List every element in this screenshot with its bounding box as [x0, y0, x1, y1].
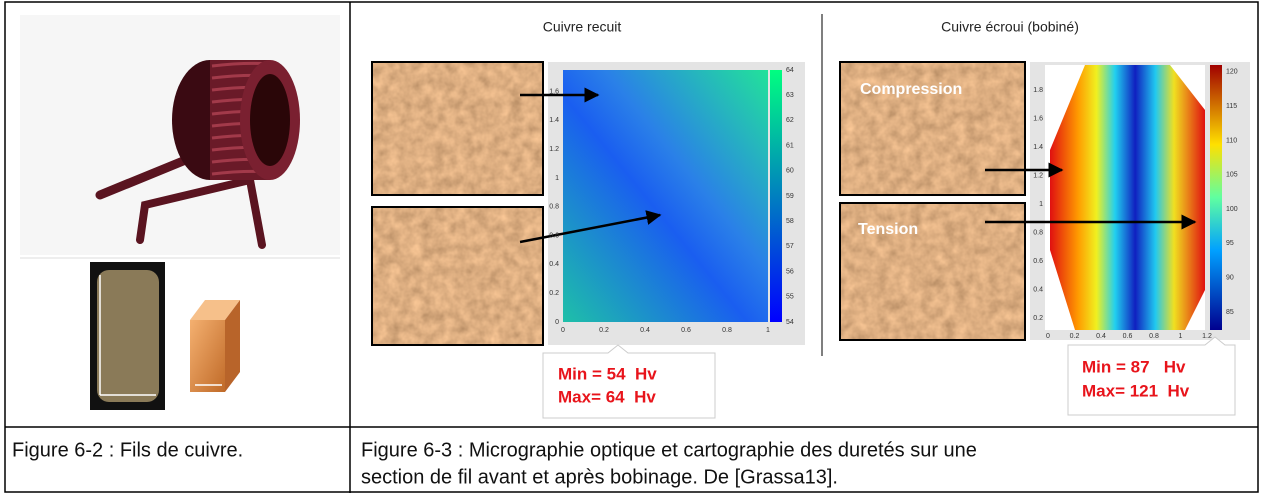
y-tick-label: 1: [1039, 201, 1043, 208]
y-tick-label: 1.2: [549, 146, 559, 153]
y-tick-label: 1.6: [549, 88, 559, 95]
coil-photo: [20, 15, 340, 255]
x-tick-label: 0.2: [1070, 333, 1080, 340]
colorbar-tick-label: 64: [786, 67, 794, 74]
y-tick-label: 0: [555, 319, 559, 326]
wire-block: [190, 300, 240, 392]
x-tick-label: 0.8: [1149, 333, 1159, 340]
colorbar-tick-label: 56: [786, 268, 794, 275]
colorbar-tick-label: 110: [1226, 137, 1237, 144]
max-label: Max= 64 Hv: [558, 387, 656, 406]
colorbar-tick-label: 58: [786, 218, 794, 225]
caption: Figure 6-2 : Fils de cuivre.: [12, 439, 243, 461]
hardness-map: [563, 70, 768, 322]
x-tick-label: 1.2: [1202, 333, 1212, 340]
micrograph: [839, 202, 1026, 341]
x-tick-label: 1: [1179, 333, 1183, 340]
table-border: [4, 1, 1259, 493]
micrograph: [839, 61, 1026, 196]
min-label: Min = 54 Hv: [558, 364, 657, 383]
colorbar-tick-label: 55: [786, 294, 794, 301]
hardness-map: [1050, 65, 1205, 330]
section-photo: [90, 262, 165, 410]
x-tick-label: 1: [766, 327, 770, 334]
colorbar-tick-label: 62: [786, 117, 794, 124]
y-tick-label: 1.4: [1033, 144, 1043, 151]
x-tick-label: 0: [561, 327, 565, 334]
colorbar-tick-label: 60: [786, 168, 794, 175]
y-tick-label: 1.6: [1033, 115, 1043, 122]
micrograph: [371, 61, 544, 196]
colorbar-tick-label: 61: [786, 142, 794, 149]
y-tick-label: 1: [555, 175, 559, 182]
x-tick-label: 0.2: [599, 327, 609, 334]
y-tick-label: 0.4: [549, 261, 559, 268]
max-label: Max= 121 Hv: [1082, 381, 1190, 400]
colorbar-tick-label: 85: [1226, 309, 1234, 316]
colorbar-tick-label: 59: [786, 193, 794, 200]
min-label: Min = 87 Hv: [1082, 357, 1186, 376]
colorbar-tick-label: 54: [786, 319, 794, 326]
caption: section de fil avant et après bobinage. …: [361, 466, 838, 488]
y-tick-label: 0.8: [549, 204, 559, 211]
panel-title: Cuivre écroui (bobiné): [941, 19, 1079, 35]
callout: [1067, 336, 1236, 416]
colorbar-tick-label: 115: [1226, 103, 1237, 110]
x-tick-label: 0.4: [1096, 333, 1106, 340]
colorbar-tick-label: 105: [1226, 172, 1238, 179]
x-tick-label: 0.6: [1123, 333, 1133, 340]
colorbar-tick-label: 120: [1226, 69, 1238, 76]
arrows: [519, 87, 1197, 244]
x-tick-label: 0.8: [722, 327, 732, 334]
y-tick-label: 0.6: [549, 232, 559, 239]
y-tick-label: 0.8: [1033, 229, 1043, 236]
y-tick-label: 1.8: [1033, 87, 1043, 94]
x-tick-label: 0.6: [681, 327, 691, 334]
callout: [542, 344, 716, 419]
colorbar: [1210, 65, 1222, 330]
y-tick-label: 0.6: [1033, 258, 1043, 265]
zone-label: Compression: [860, 81, 962, 98]
colorbar-tick-label: 95: [1226, 240, 1234, 247]
colorbar-tick-label: 90: [1226, 275, 1234, 282]
zone-label: Tension: [858, 221, 918, 238]
x-tick-label: 0: [1046, 333, 1050, 340]
caption: Figure 6-3 : Micrographie optique et car…: [361, 439, 977, 461]
colorbar: [770, 70, 782, 322]
micrograph: [371, 206, 544, 346]
y-tick-label: 0.2: [549, 290, 559, 297]
y-tick-label: 0.2: [1033, 315, 1043, 322]
y-tick-label: 1.2: [1033, 172, 1043, 179]
panel-title: Cuivre recuit: [543, 19, 622, 35]
y-tick-label: 1.4: [549, 117, 559, 124]
colorbar-tick-label: 63: [786, 92, 794, 99]
colorbar-tick-label: 100: [1226, 206, 1238, 213]
y-tick-label: 0.4: [1033, 286, 1043, 293]
colorbar-tick-label: 57: [786, 243, 794, 250]
x-tick-label: 0.4: [640, 327, 650, 334]
